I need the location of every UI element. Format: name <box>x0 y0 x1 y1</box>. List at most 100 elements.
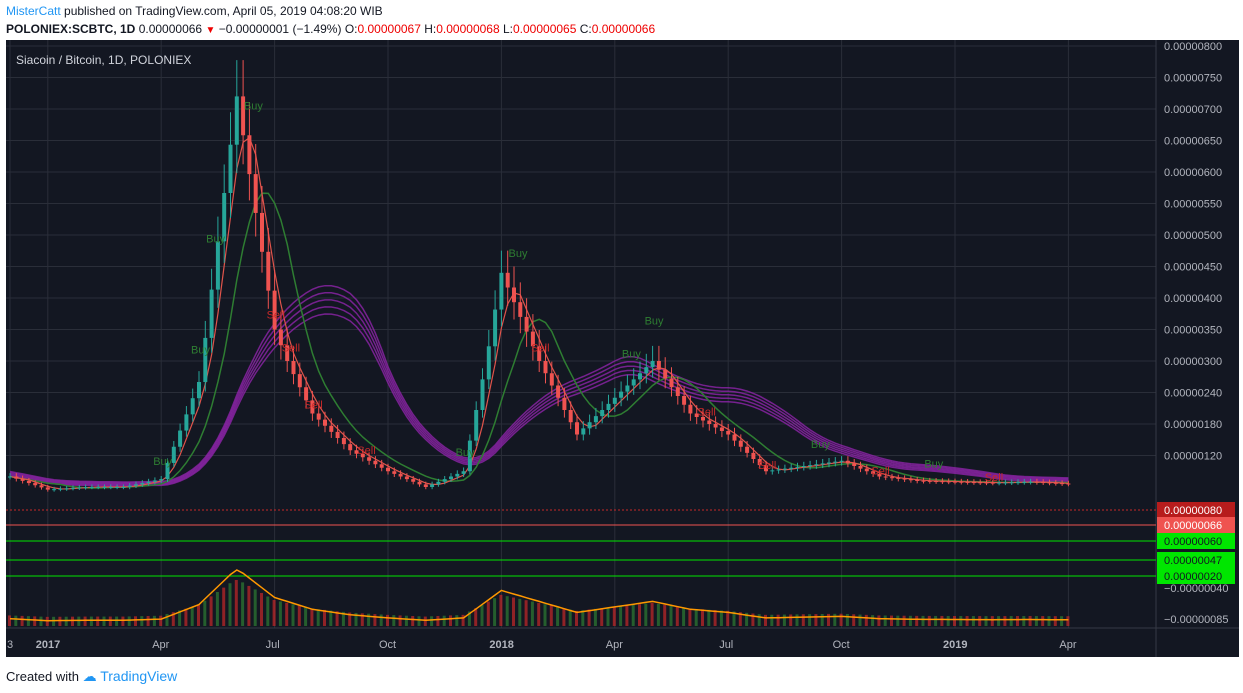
candle-body <box>121 487 126 488</box>
candle-body <box>543 361 548 374</box>
volume-bar <box>96 616 100 626</box>
candle-body <box>228 144 233 193</box>
candle-body <box>701 417 705 421</box>
volume-bar <box>587 609 591 626</box>
candle-body <box>738 440 743 447</box>
volume-bar <box>329 610 333 626</box>
candle-body <box>108 487 113 488</box>
volume-bar <box>934 615 938 626</box>
volume-bar <box>234 580 238 626</box>
volume-bar <box>77 616 81 626</box>
volume-bar <box>997 616 1001 626</box>
candle-body <box>140 483 145 485</box>
volume-bar <box>663 604 667 626</box>
volume-bar <box>908 615 912 626</box>
volume-bar <box>745 612 749 626</box>
down-arrow-icon: ▼ <box>205 25 216 36</box>
candle-body <box>1047 482 1052 484</box>
x-tick-label: 2019 <box>943 639 967 651</box>
candle-body <box>354 450 359 454</box>
volume-bar <box>278 601 282 626</box>
candle-body <box>386 467 390 472</box>
candle-body <box>751 452 756 459</box>
candle-body <box>682 396 687 405</box>
y-tick-label: 0.00000120 <box>1164 451 1222 463</box>
signal-label: Sell <box>304 399 322 411</box>
candle-body <box>1009 482 1014 484</box>
volume-bar <box>404 615 408 626</box>
volume-bar <box>45 616 49 626</box>
y-tick-label: 0.00000400 <box>1164 293 1222 305</box>
x-tick-label: 2017 <box>36 639 60 651</box>
candle-body <box>127 485 132 487</box>
candle-body <box>782 468 787 470</box>
candle-body <box>278 329 283 346</box>
volume-bar <box>524 600 528 626</box>
volume-bar <box>530 601 534 626</box>
candle-body <box>1060 483 1065 485</box>
candle-body <box>789 467 794 469</box>
candle-body <box>272 290 277 330</box>
candle-body <box>1028 481 1033 483</box>
candle-body <box>612 397 617 404</box>
candle-body <box>449 476 453 480</box>
volume-bar <box>291 604 295 626</box>
chart-panel[interactable]: 0.00000080 0.00000066 0.00000060 0.00000047… <box>6 40 1239 657</box>
volume-bar <box>436 616 440 626</box>
candle-body <box>234 96 239 145</box>
volume-bar <box>537 602 541 626</box>
tradingview-brand[interactable]: TradingView <box>100 668 178 684</box>
volume-bar <box>953 616 956 626</box>
candle-body <box>827 462 831 464</box>
y-tick-label: 0.00000180 <box>1164 419 1222 431</box>
volume-bar <box>455 615 459 626</box>
candle-body <box>600 410 605 417</box>
candle-body <box>20 478 25 481</box>
volume-bar <box>209 596 213 626</box>
volume-bar <box>171 612 175 626</box>
candle-body <box>285 345 290 361</box>
candle-body <box>474 410 479 441</box>
candle-body <box>215 241 220 290</box>
volume-bar <box>423 616 427 626</box>
candle-body <box>77 487 82 489</box>
candle-body <box>297 374 302 388</box>
candle-body <box>197 382 201 399</box>
volume-bar <box>852 614 856 626</box>
candle-body <box>726 431 731 435</box>
candle-body <box>902 478 907 480</box>
volume-bar <box>467 611 471 626</box>
candle-body <box>83 487 88 488</box>
volume-bar <box>612 606 616 626</box>
candle-body <box>883 476 888 478</box>
volume-bar <box>871 615 875 626</box>
price-chart[interactable]: 0.00000080 0.00000066 0.00000060 0.00000047… <box>6 40 1239 657</box>
price-label-text: 0.00000080 <box>1164 505 1222 517</box>
author-link[interactable]: MisterCatt <box>6 4 61 18</box>
price-label-tag <box>1157 568 1235 584</box>
candle-body <box>990 482 995 484</box>
candle-body <box>58 488 63 490</box>
candle-body <box>411 479 416 482</box>
volume-bar <box>140 616 144 626</box>
volume-bar <box>348 612 352 626</box>
ma-fast-line <box>9 136 1069 490</box>
volume-bar <box>694 608 698 626</box>
candle-body <box>1034 481 1039 483</box>
volume-bar <box>839 613 843 626</box>
volume-bar <box>732 611 736 626</box>
volume-bar <box>562 608 566 626</box>
volume-bar <box>682 607 686 626</box>
candle-body <box>833 461 838 463</box>
signal-label: Sell <box>871 465 889 477</box>
created-with-label: Created with <box>6 669 79 684</box>
candle-body <box>556 385 561 398</box>
volume-bar <box>656 603 660 626</box>
volume-bar <box>228 583 232 626</box>
tradingview-logo-icon[interactable]: ☁ <box>82 668 97 684</box>
signal-label: Buy <box>206 234 225 246</box>
volume-bar <box>827 613 830 626</box>
volume-bar <box>940 615 944 626</box>
volume-bar <box>757 614 761 626</box>
volume-bar <box>833 613 837 626</box>
